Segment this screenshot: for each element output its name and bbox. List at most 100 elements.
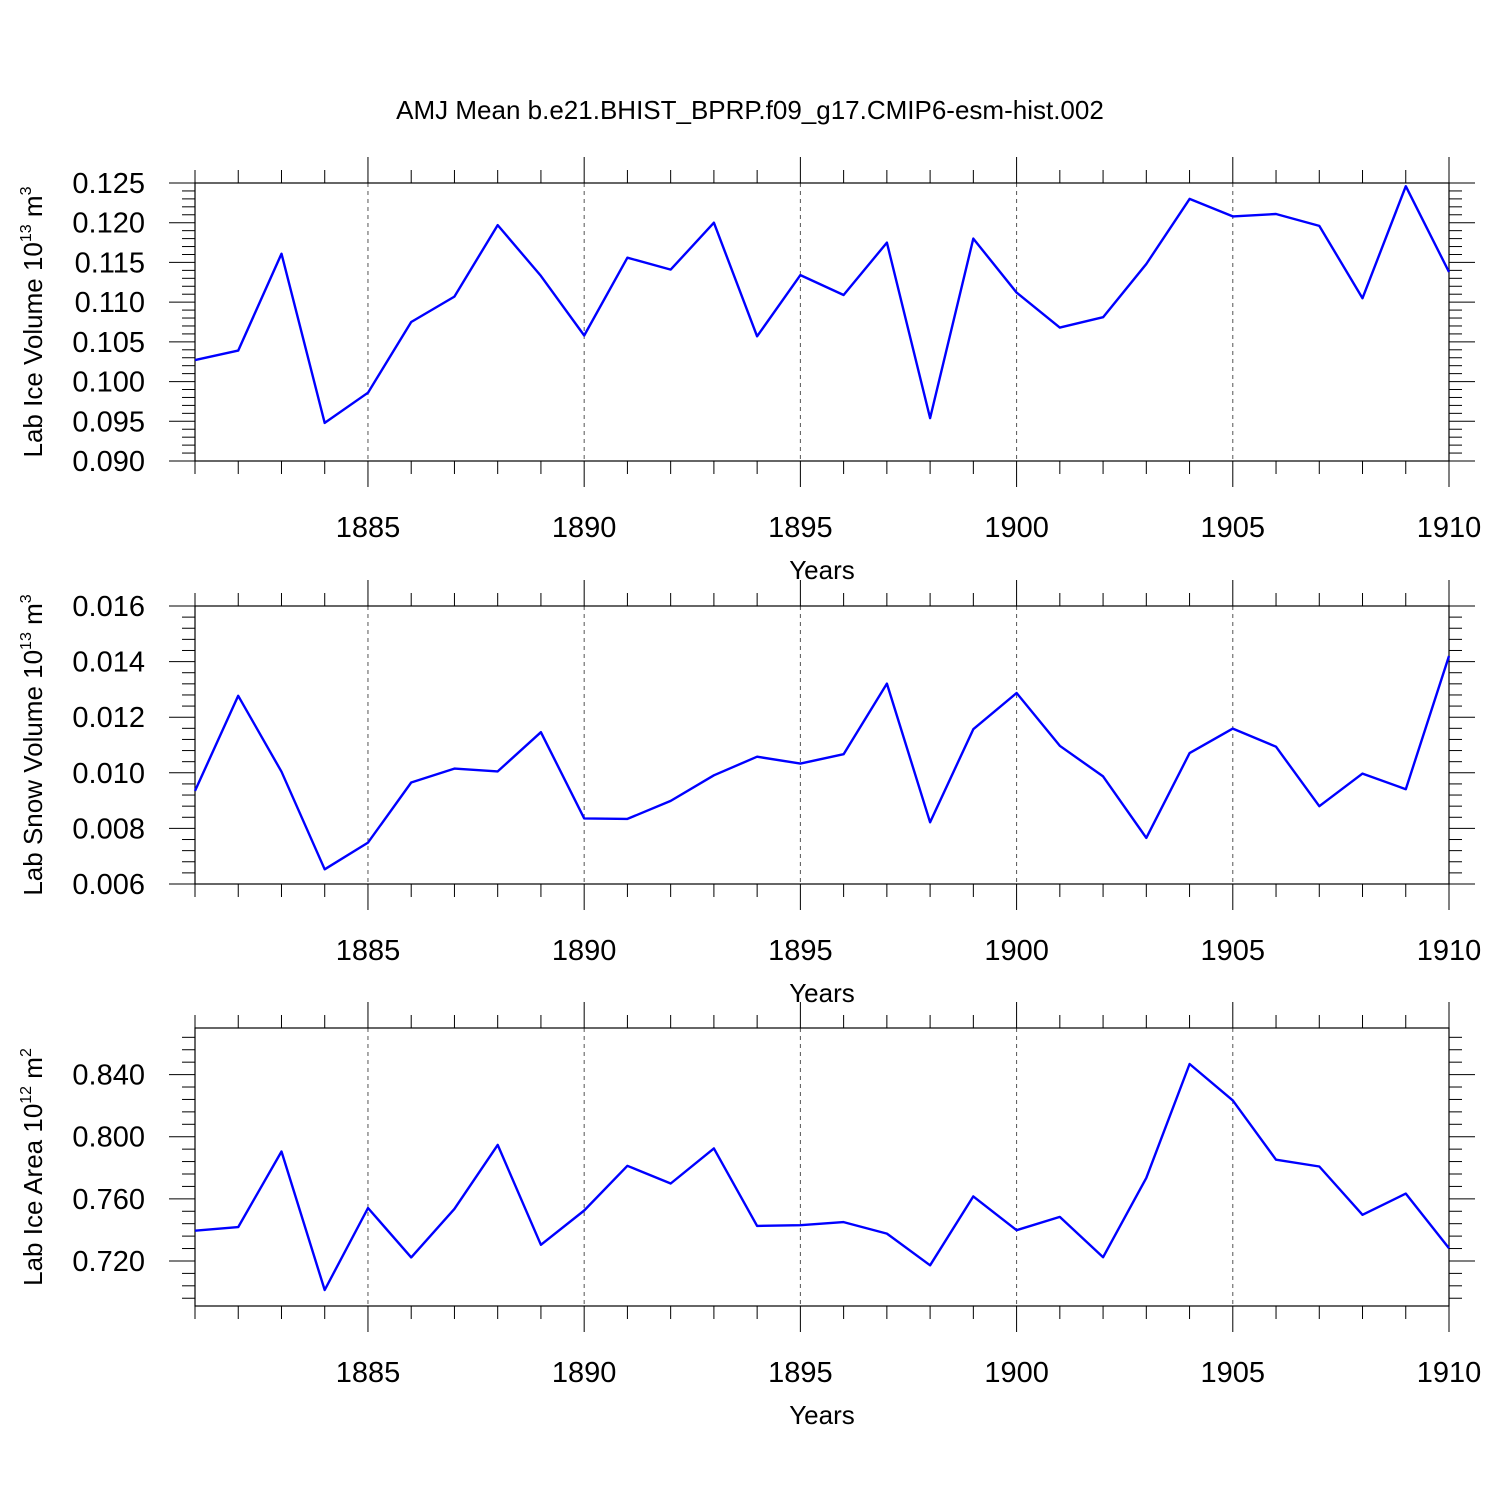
data-point-1887 bbox=[452, 1207, 456, 1211]
data-point-1901 bbox=[1058, 744, 1062, 748]
x-tick-label: 1895 bbox=[768, 1357, 833, 1389]
data-point-1908 bbox=[1361, 296, 1365, 300]
data-point-1898 bbox=[928, 1263, 932, 1267]
x-tick-label: 1910 bbox=[1417, 935, 1482, 967]
y-axis-title: Lab Ice Volume 1013 m3 bbox=[18, 186, 48, 457]
data-point-1884 bbox=[323, 1288, 327, 1292]
y-tick-label: 0.110 bbox=[75, 287, 145, 319]
data-point-1894 bbox=[755, 755, 759, 759]
data-point-1888 bbox=[496, 769, 500, 773]
data-point-1904 bbox=[1188, 197, 1192, 201]
data-point-1895 bbox=[798, 273, 802, 277]
data-point-1904 bbox=[1188, 1062, 1192, 1066]
data-point-1883 bbox=[279, 770, 283, 774]
x-tick-label: 1885 bbox=[336, 512, 401, 544]
data-point-1907 bbox=[1317, 224, 1321, 228]
y-tick-label: 0.012 bbox=[72, 702, 145, 734]
x-tick-label: 1890 bbox=[552, 512, 617, 544]
x-tick-label: 1905 bbox=[1201, 1357, 1266, 1389]
x-axis-title: Years bbox=[789, 555, 855, 585]
data-point-1907 bbox=[1317, 1165, 1321, 1169]
data-point-1890 bbox=[582, 1208, 586, 1212]
y-tick-label: 0.006 bbox=[72, 869, 145, 901]
data-point-1891 bbox=[625, 817, 629, 821]
y-tick-label: 0.840 bbox=[72, 1060, 145, 1092]
data-point-1889 bbox=[539, 274, 543, 278]
data-point-1883 bbox=[279, 252, 283, 256]
data-point-1881 bbox=[193, 1229, 197, 1233]
data-point-1882 bbox=[236, 694, 240, 698]
x-tick-label: 1905 bbox=[1201, 512, 1266, 544]
panel-2: 1885 1890 1895 1900 1905 1910 Years 0.006 0.008 0… bbox=[18, 580, 1481, 1008]
data-point-1889 bbox=[539, 1243, 543, 1247]
data-point-1910 bbox=[1447, 1246, 1451, 1250]
data-point-1885 bbox=[366, 1206, 370, 1210]
data-point-1905 bbox=[1231, 1098, 1235, 1102]
series-line bbox=[193, 655, 1451, 871]
y-tick-label: 0.760 bbox=[72, 1184, 145, 1216]
data-point-1882 bbox=[236, 349, 240, 353]
data-point-1909 bbox=[1404, 1192, 1408, 1196]
plot-frame bbox=[194, 1027, 1450, 1307]
data-point-1882 bbox=[236, 1225, 240, 1229]
data-point-1881 bbox=[193, 358, 197, 362]
data-point-1907 bbox=[1317, 804, 1321, 808]
data-point-1884 bbox=[323, 421, 327, 425]
data-point-1890 bbox=[582, 816, 586, 820]
data-point-1887 bbox=[452, 295, 456, 299]
data-point-1899 bbox=[971, 1194, 975, 1198]
x-axis-title: Years bbox=[789, 1400, 855, 1430]
data-point-1892 bbox=[669, 1181, 673, 1185]
data-point-1883 bbox=[279, 1149, 283, 1153]
plot-frame bbox=[194, 605, 1450, 885]
data-point-1891 bbox=[625, 256, 629, 260]
y-tick-label: 0.100 bbox=[72, 367, 145, 399]
data-point-1897 bbox=[885, 241, 889, 245]
x-tick-label: 1885 bbox=[336, 935, 401, 967]
y-tick-label: 0.115 bbox=[75, 247, 145, 279]
data-point-1893 bbox=[712, 221, 716, 225]
data-point-1906 bbox=[1274, 745, 1278, 749]
data-point-1901 bbox=[1058, 326, 1062, 330]
data-point-1893 bbox=[712, 1146, 716, 1150]
y-tick-label: 0.090 bbox=[72, 446, 145, 478]
data-point-1897 bbox=[885, 682, 889, 686]
data-point-1905 bbox=[1231, 214, 1235, 218]
data-point-1885 bbox=[366, 391, 370, 395]
data-point-1903 bbox=[1144, 1176, 1148, 1180]
x-tick-label: 1890 bbox=[552, 1357, 617, 1389]
x-tick-label: 1885 bbox=[336, 1357, 401, 1389]
data-point-1894 bbox=[755, 334, 759, 338]
data-point-1889 bbox=[539, 730, 543, 734]
x-tick-label: 1895 bbox=[768, 935, 833, 967]
x-tick-label: 1900 bbox=[984, 512, 1049, 544]
x-tick-label: 1910 bbox=[1417, 512, 1482, 544]
data-point-1903 bbox=[1144, 836, 1148, 840]
data-point-1900 bbox=[1015, 291, 1019, 295]
data-point-1904 bbox=[1188, 751, 1192, 755]
data-point-1902 bbox=[1101, 1255, 1105, 1259]
data-point-1901 bbox=[1058, 1215, 1062, 1219]
plot-frame bbox=[194, 182, 1450, 462]
data-point-1881 bbox=[193, 789, 197, 793]
data-point-1886 bbox=[409, 1255, 413, 1259]
data-point-1909 bbox=[1404, 184, 1408, 188]
y-tick-label: 0.016 bbox=[72, 591, 145, 623]
data-point-1892 bbox=[669, 268, 673, 272]
data-point-1892 bbox=[669, 799, 673, 803]
data-point-1908 bbox=[1361, 772, 1365, 776]
data-point-1887 bbox=[452, 767, 456, 771]
data-point-1906 bbox=[1274, 1158, 1278, 1162]
data-point-1896 bbox=[842, 752, 846, 756]
data-point-1886 bbox=[409, 320, 413, 324]
data-point-1894 bbox=[755, 1224, 759, 1228]
data-point-1891 bbox=[625, 1164, 629, 1168]
y-tick-label: 0.105 bbox=[72, 327, 145, 359]
data-point-1898 bbox=[928, 820, 932, 824]
data-point-1910 bbox=[1447, 270, 1451, 274]
x-axis-title: Years bbox=[789, 978, 855, 1008]
y-axis-title: Lab Snow Volume 1013 m3 bbox=[18, 594, 48, 895]
y-tick-label: 0.120 bbox=[72, 208, 145, 240]
y-tick-label: 0.720 bbox=[72, 1246, 145, 1278]
panel-3: 1885 1890 1895 1900 1905 1910 Years 0.720 0.760 0… bbox=[18, 1002, 1481, 1430]
